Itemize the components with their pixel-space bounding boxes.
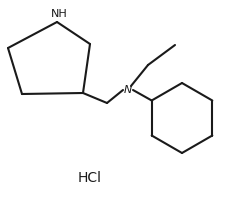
Text: HCl: HCl — [78, 171, 102, 185]
Text: NH: NH — [51, 9, 67, 19]
Text: N: N — [124, 85, 132, 95]
